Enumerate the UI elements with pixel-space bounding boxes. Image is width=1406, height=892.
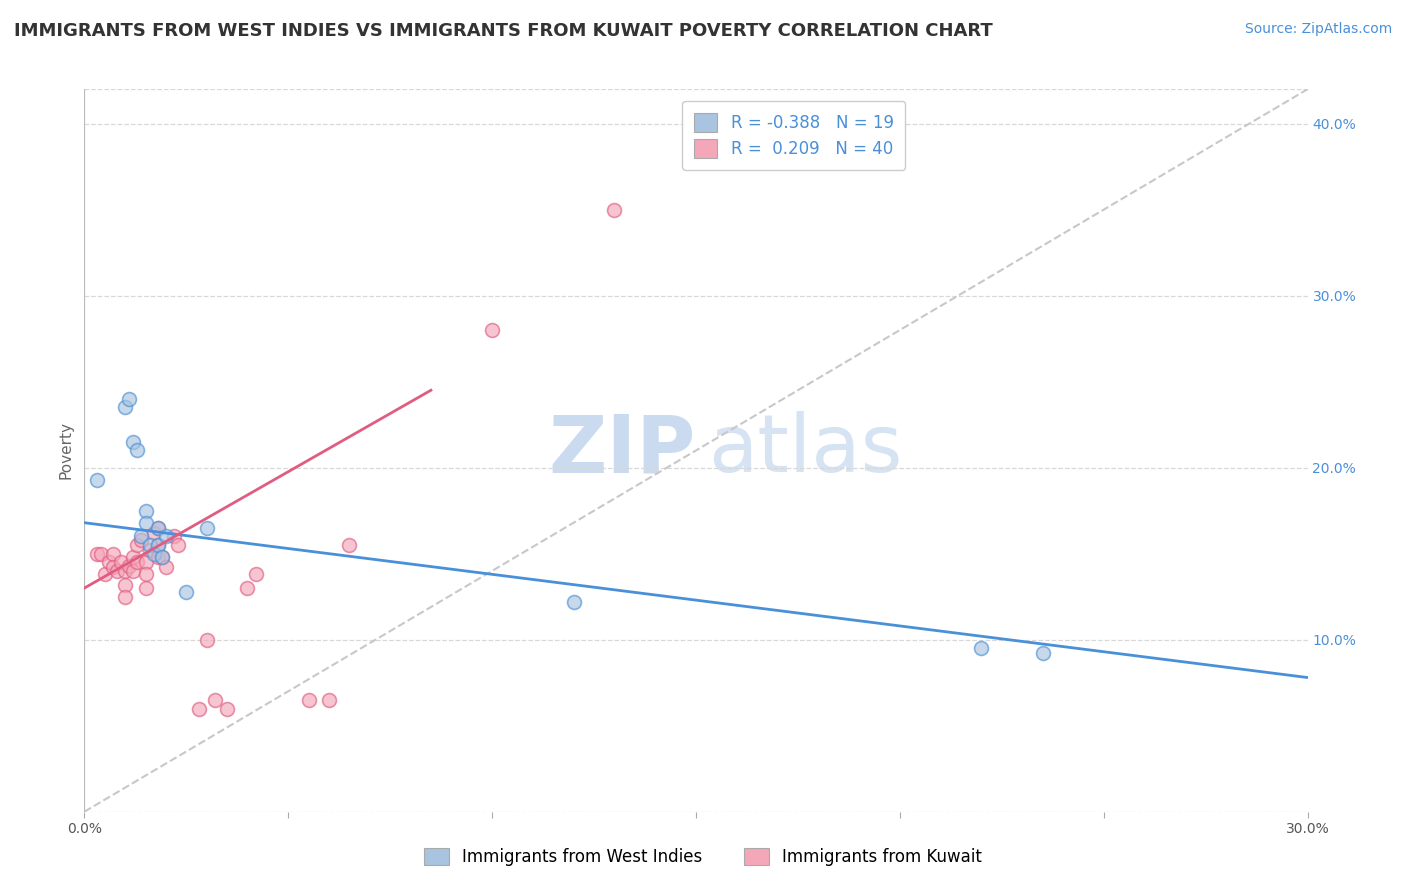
Point <box>245 567 267 582</box>
Point <box>135 516 157 530</box>
Point <box>174 584 197 599</box>
Point <box>110 555 132 569</box>
Point <box>195 632 218 647</box>
Point <box>562 595 585 609</box>
Point <box>163 529 186 543</box>
Point <box>86 473 108 487</box>
Point <box>603 202 626 217</box>
Point <box>195 521 218 535</box>
Point <box>135 503 157 517</box>
Point <box>146 538 169 552</box>
Point <box>298 693 321 707</box>
Point <box>1032 647 1054 661</box>
Text: atlas: atlas <box>709 411 903 490</box>
Point <box>101 547 124 561</box>
Point <box>114 564 136 578</box>
Point <box>138 538 160 552</box>
Point <box>150 550 173 565</box>
Legend: Immigrants from West Indies, Immigrants from Kuwait: Immigrants from West Indies, Immigrants … <box>415 840 991 875</box>
Point <box>318 693 340 707</box>
Point <box>114 577 136 591</box>
Point <box>131 529 153 543</box>
Point <box>118 558 141 573</box>
Point <box>150 550 173 565</box>
Point <box>481 323 503 337</box>
Point <box>135 581 157 595</box>
Point <box>146 550 169 565</box>
Point <box>97 555 120 569</box>
Text: ZIP: ZIP <box>548 411 696 490</box>
Text: IMMIGRANTS FROM WEST INDIES VS IMMIGRANTS FROM KUWAIT POVERTY CORRELATION CHART: IMMIGRANTS FROM WEST INDIES VS IMMIGRANT… <box>14 22 993 40</box>
Point <box>114 401 136 415</box>
Point <box>142 526 165 541</box>
Point <box>187 701 209 715</box>
Point <box>90 547 112 561</box>
Point <box>105 564 128 578</box>
Point <box>146 538 169 552</box>
Point <box>217 701 239 715</box>
Point <box>122 434 145 449</box>
Point <box>93 567 115 582</box>
Point <box>101 560 124 574</box>
Point <box>155 529 177 543</box>
Point <box>146 521 169 535</box>
Point <box>138 543 160 558</box>
Y-axis label: Poverty: Poverty <box>58 421 73 480</box>
Legend: R = -0.388   N = 19, R =  0.209   N = 40: R = -0.388 N = 19, R = 0.209 N = 40 <box>682 101 905 169</box>
Point <box>142 547 165 561</box>
Point <box>236 581 259 595</box>
Text: Source: ZipAtlas.com: Source: ZipAtlas.com <box>1244 22 1392 37</box>
Point <box>131 533 153 547</box>
Point <box>339 538 361 552</box>
Point <box>122 564 145 578</box>
Point <box>127 538 149 552</box>
Point <box>86 547 108 561</box>
Point <box>135 567 157 582</box>
Point <box>127 443 149 458</box>
Point <box>970 641 993 656</box>
Point <box>146 521 169 535</box>
Point <box>122 550 145 565</box>
Point <box>118 392 141 406</box>
Point <box>135 555 157 569</box>
Point <box>155 560 177 574</box>
Point <box>204 693 226 707</box>
Point <box>167 538 190 552</box>
Point <box>114 590 136 604</box>
Point <box>127 555 149 569</box>
